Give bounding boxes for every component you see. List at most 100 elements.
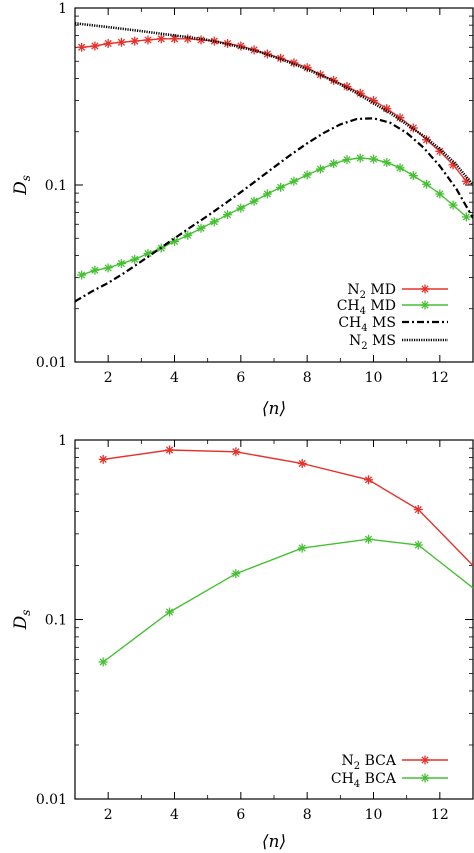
legend-marker-ch4-bca [420,773,430,783]
data-point-n2-bca [165,445,175,455]
data-point-ch4-md [103,263,113,273]
series-line-ch4-ms [75,117,473,303]
series-line-n2-ms [75,22,473,186]
y-axis-label: Ds [11,610,33,631]
data-point-ch4-md [369,154,378,164]
data-point-ch4-md [408,171,418,181]
y-tick-label: 0.01 [36,355,67,371]
y-axis-label: Ds [11,175,33,196]
data-point-n2-bca [364,475,374,485]
series-line-n2-bca [103,449,473,566]
data-point-ch4-md [302,170,312,180]
x-tick-label: 10 [365,370,383,386]
x-tick-label: 2 [104,807,113,823]
x-tick-label: 4 [170,370,179,386]
data-point-ch4-md [236,203,246,213]
legend-marker-n2-bca [420,755,430,765]
data-point-n2-md [77,42,87,52]
data-point-ch4-md [329,159,339,169]
data-point-ch4-md [395,163,405,173]
data-point-n2-md [130,36,140,46]
legend-label-ch4-md: CH4 MD [337,298,396,317]
y-tick-label: 0.1 [45,178,67,194]
data-point-ch4-md [77,270,87,280]
x-axis-label: ⟨n⟩ [262,399,286,419]
data-point-n2-bca [231,447,241,457]
data-point-ch4-md [209,217,219,227]
x-tick-label: 4 [170,807,179,823]
x-tick-label: 10 [365,807,383,823]
data-point-ch4-bca [98,657,108,667]
series-line-ch4-md [81,157,467,276]
data-point-ch4-md [116,259,126,269]
x-tick-label: 12 [431,370,449,386]
data-point-n2-md [156,34,166,44]
legend-label-n2-ms: N2 MS [349,333,396,352]
data-point-ch4-md [130,254,140,264]
data-point-n2-md [143,35,153,45]
data-point-ch4-md [276,182,286,192]
series-group [75,22,473,303]
plot-frame [74,7,474,363]
x-tick-label: 8 [303,807,312,823]
data-point-ch4-md [90,265,100,275]
x-tick-label: 8 [303,370,312,386]
data-point-n2-md [289,58,299,68]
data-point-ch4-bca [413,540,423,550]
x-tick-label: 6 [236,370,245,386]
data-point-ch4-md [422,179,432,189]
data-point-ch4-md [342,155,352,165]
data-point-n2-md [196,35,206,45]
x-tick-label: 2 [104,370,113,386]
data-point-ch4-bca [165,607,175,617]
data-point-ch4-md [448,200,458,210]
data-point-ch4-md [262,189,272,199]
data-point-ch4-md [170,236,179,246]
data-point-ch4-md [196,223,206,233]
data-point-n2-md [103,39,113,49]
data-point-ch4-md [315,164,325,174]
data-point-n2-md [116,37,126,47]
y-tick-label: 1 [58,433,67,449]
data-point-n2-md [183,34,193,44]
data-point-n2-md [170,34,179,44]
data-point-ch4-md [223,210,233,220]
legend-label-ch4-bca: CH4 BCA [331,771,397,790]
y-tick-label: 0.01 [36,792,67,808]
data-point-n2-md [315,70,325,80]
data-point-n2-bca [98,454,108,464]
data-point-ch4-md [289,176,299,186]
y-tick-label: 1 [58,1,67,17]
legend-marker-n2-md [420,284,430,294]
data-point-ch4-bca [297,543,307,553]
data-point-ch4-bca [231,569,241,579]
data-point-n2-md [408,123,418,133]
series-line-ch4-bca [102,538,473,663]
data-point-n2-md [382,104,392,114]
data-point-n2-md [90,41,100,51]
data-point-n2-bca [413,505,423,515]
legend-label-n2-md: N2 MD [347,282,396,301]
data-point-ch4-md [355,153,365,163]
legend-marker-ch4-md [420,300,430,310]
series-group [98,445,473,667]
data-point-ch4-bca [364,534,374,544]
series-line-n2-md [81,38,467,182]
data-point-ch4-md [183,230,193,240]
data-point-ch4-md [382,158,392,168]
legend-label-ch4-ms: CH4 MS [338,315,396,334]
legend-label-n2-bca: N2 BCA [342,753,397,772]
data-point-ch4-md [249,196,259,206]
plot-frame [74,439,474,800]
x-tick-label: 6 [236,807,245,823]
y-tick-label: 0.1 [45,613,67,629]
x-axis-label: ⟨n⟩ [262,832,286,852]
data-point-ch4-md [461,212,471,222]
data-point-ch4-md [435,189,445,199]
x-tick-label: 12 [431,807,449,823]
